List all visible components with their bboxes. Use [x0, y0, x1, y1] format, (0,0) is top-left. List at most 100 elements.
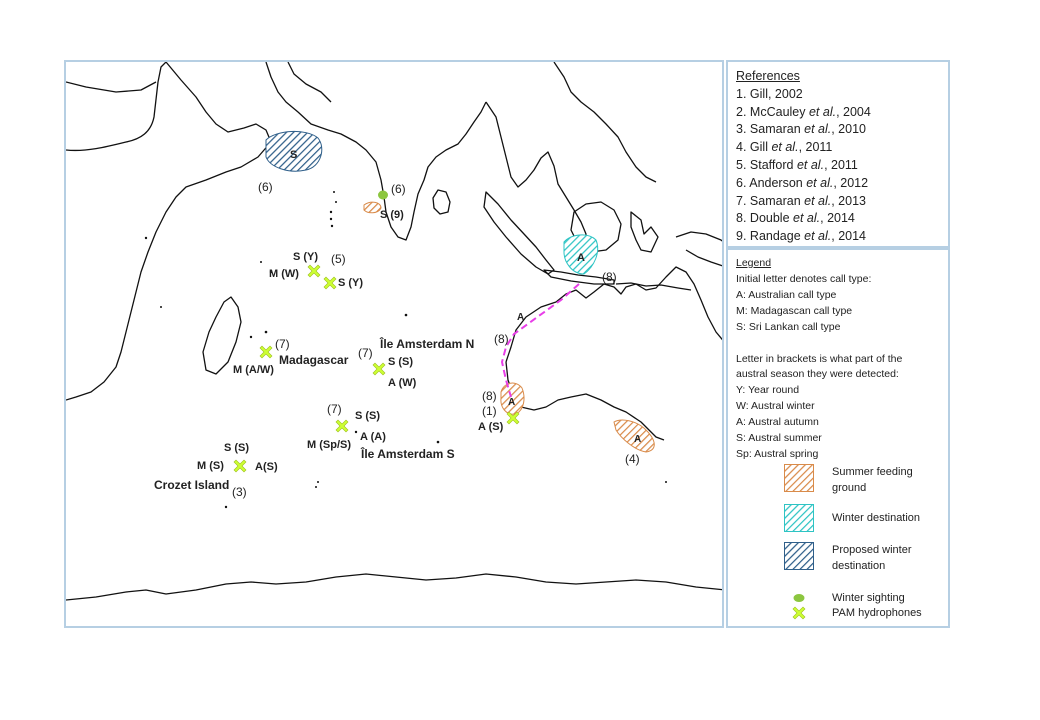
crozet-ss-label: S (S)	[224, 442, 249, 454]
crozet-ms-label: M (S)	[197, 460, 224, 472]
indonesia-region-label: A	[577, 252, 585, 264]
reference-year: , 2004	[836, 104, 871, 119]
sighting-key-label: Winter sighting	[832, 592, 905, 604]
reference-item: 2. McCauley et al., 2004	[736, 104, 940, 122]
reference-item: 5. Stafford et al., 2011	[736, 157, 940, 175]
pam-hydrophone-madagascar	[259, 345, 273, 359]
legend-title: Legend	[736, 257, 772, 269]
references-list: 1. Gill, 2002 2. McCauley et al., 2004 3. …	[736, 86, 940, 246]
legend-line: A: Austral autumn	[736, 416, 819, 429]
legend-line: Initial letter denotes call type:	[736, 272, 872, 285]
pam-hydrophone-crozet	[233, 459, 247, 473]
amsterdam-s-aa-label: A (A)	[360, 431, 386, 443]
legend-line: Y: Year round	[736, 384, 800, 397]
srilanka-summer-label: S (9)	[380, 209, 404, 221]
ref-8-perth: (8)	[482, 389, 497, 403]
amsterdam-n-ref7: (7)	[358, 346, 373, 360]
reference-year: , 2011	[824, 157, 858, 172]
reference-number: 1.	[736, 86, 747, 101]
perth-pam-label: A (S)	[478, 421, 504, 433]
references-panel: References 1. Gill, 2002 2. McCauley et a…	[726, 60, 950, 248]
perth-region-label: A	[508, 397, 515, 408]
legend-line: M: Madagascan call type	[736, 304, 853, 317]
reference-item: 3. Samaran et al., 2010	[736, 121, 940, 139]
reference-etal: et al.	[793, 211, 821, 226]
amsterdam-n-aw-label: A (W)	[388, 377, 417, 389]
reference-year: , 2014	[820, 211, 855, 226]
pam-hydrophone-diego-1	[307, 264, 321, 278]
reference-etal: et al.	[804, 122, 832, 137]
ref-4: (4)	[625, 452, 640, 466]
arabian-region-label: S	[290, 149, 297, 161]
reference-item: 6. Anderson et al., 2012	[736, 175, 940, 193]
reference-year: , 2013	[831, 193, 866, 208]
summer-region-sri-lanka	[363, 201, 382, 214]
coastlines	[66, 62, 722, 601]
legend-line: austral season they were detected:	[736, 368, 899, 381]
reference-etal: et al.	[806, 175, 834, 190]
reference-number: 4.	[736, 140, 747, 155]
reference-author: Anderson	[749, 175, 807, 190]
amsterdam-n-name: Île Amsterdam N	[379, 336, 474, 351]
ref-6-arabian: (6)	[258, 180, 273, 194]
pam-hydrophone-amsterdam-n	[372, 362, 386, 376]
se-australia-region-label: A	[634, 434, 641, 445]
amsterdam-s-msps-label: M (Sp/S)	[307, 439, 351, 451]
reference-author: Samaran	[749, 122, 805, 137]
proposed-key-label: Proposed winter destination	[832, 544, 912, 572]
reference-etal: et al.	[771, 140, 799, 155]
winter-sighting-dot	[378, 190, 388, 200]
references-title: References	[736, 69, 800, 83]
amsterdam-n-ss-label: S (S)	[388, 356, 413, 368]
pam-hydrophone-amsterdam-s	[335, 419, 349, 433]
reference-number: 3.	[736, 122, 747, 137]
ref-1-perth: (1)	[482, 404, 497, 418]
winter-key-label: Winter destination	[832, 512, 921, 524]
reference-author: Gill, 2002	[749, 86, 803, 101]
legend-line: S: Austral summer	[736, 432, 822, 445]
reference-item: 7. Samaran et al., 2013	[736, 193, 940, 211]
reference-number: 6.	[736, 175, 747, 190]
reference-item: 4. Gill et al., 2011	[736, 139, 940, 157]
reference-number: 7.	[736, 193, 747, 208]
reference-item: 1. Gill, 2002	[736, 86, 940, 104]
proposed-swatch	[784, 542, 814, 570]
reference-item: 8. Double et al., 2014	[736, 210, 940, 228]
reference-number: 8.	[736, 211, 747, 226]
route-a-label: A	[517, 312, 524, 323]
sighting-swatch	[793, 594, 805, 602]
legend-panel: Legend Initial letter denotes call type:…	[726, 248, 950, 628]
migration-route-line	[500, 283, 580, 398]
ref-8-route: (8)	[494, 332, 509, 346]
map-panel: S (6) (6) S (9) A (8) A (8) (8) (1) A A …	[64, 60, 724, 628]
diego-sy1-label: S (Y)	[293, 251, 318, 263]
reference-etal: et al.	[804, 193, 832, 208]
legend-line: S: Sri Lankan call type	[736, 320, 841, 333]
amsterdam-s-name: Île Amsterdam S	[360, 446, 455, 461]
pam-swatch	[792, 606, 806, 620]
amsterdam-s-ref7: (7)	[327, 402, 342, 416]
reference-author: McCauley	[749, 104, 809, 119]
pam-key-label: PAM hydrophones	[832, 607, 922, 619]
reference-year: , 2012	[833, 175, 869, 190]
crozet-ref3: (3)	[232, 485, 247, 499]
summer-region-perth	[500, 382, 525, 415]
legend-line: Sp: Austral spring	[736, 447, 819, 460]
diego-mw-label: M (W)	[269, 268, 299, 280]
small-islands	[144, 191, 667, 509]
reference-item: 9. Randage et al., 2014	[736, 228, 940, 246]
proposed-winter-region-arabian-sea	[265, 131, 323, 172]
crozet-as-label: A(S)	[255, 461, 278, 473]
reference-year: , 2010	[831, 122, 866, 137]
legend-line: W: Austral winter	[736, 400, 815, 413]
winter-region-indonesia	[563, 234, 599, 275]
pam-hydrophone-diego-2	[323, 276, 337, 290]
summer-region-se-australia	[613, 419, 655, 453]
indian-ocean-map: S (6) (6) S (9) A (8) A (8) (8) (1) A A …	[66, 62, 722, 601]
reference-etal: et al.	[804, 229, 832, 244]
diego-sy2-label: S (Y)	[338, 277, 363, 289]
reference-author: Stafford	[749, 157, 797, 172]
madagascar-maw-label: M (A/W)	[233, 364, 274, 376]
reference-etal: et al.	[808, 104, 837, 119]
reference-etal: et al.	[796, 157, 825, 172]
